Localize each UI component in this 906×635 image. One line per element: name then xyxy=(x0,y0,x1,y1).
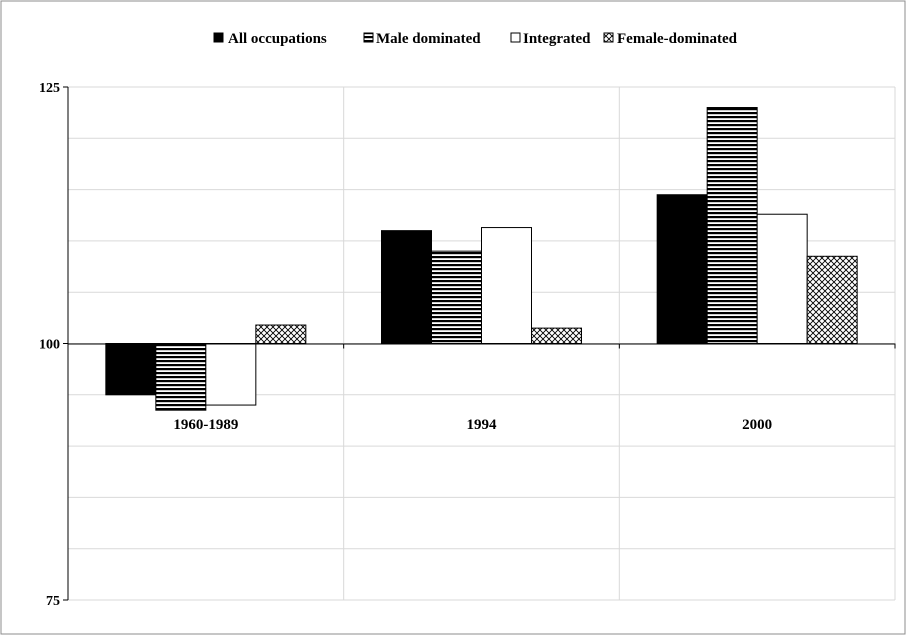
legend-swatch xyxy=(510,32,521,43)
legend-label: Female-dominated xyxy=(617,31,738,47)
x-tick-label: 1994 xyxy=(467,417,498,433)
bar xyxy=(706,107,758,344)
x-tick-label: 1960-1989 xyxy=(173,417,238,433)
x-tick-label: 2000 xyxy=(742,417,772,433)
legend-swatch xyxy=(213,32,224,43)
bar xyxy=(531,327,582,344)
y-tick-label: 100 xyxy=(39,338,60,353)
bar xyxy=(481,227,532,344)
legend-swatch xyxy=(603,32,614,43)
legend-label: All occupations xyxy=(228,31,327,47)
bar xyxy=(656,194,708,344)
bar xyxy=(381,230,432,344)
legend-swatch xyxy=(363,32,374,43)
y-tick-labels: 75 100 125 xyxy=(39,81,60,609)
axes xyxy=(63,86,896,601)
bar xyxy=(205,343,257,406)
bar xyxy=(806,255,858,345)
x-tick-labels: 1960-1989 1994 2000 xyxy=(173,417,772,433)
bar xyxy=(756,213,808,344)
bar xyxy=(155,343,207,411)
legend: All occupations Male dominated Integrated F… xyxy=(213,31,738,47)
legend-label: Male dominated xyxy=(376,31,481,47)
bar xyxy=(105,343,157,396)
bar xyxy=(255,324,307,345)
y-tick-label: 75 xyxy=(46,594,60,609)
bars xyxy=(105,107,858,411)
y-tick-label: 125 xyxy=(39,81,60,96)
legend-label: Integrated xyxy=(523,31,591,47)
bar xyxy=(431,250,482,344)
